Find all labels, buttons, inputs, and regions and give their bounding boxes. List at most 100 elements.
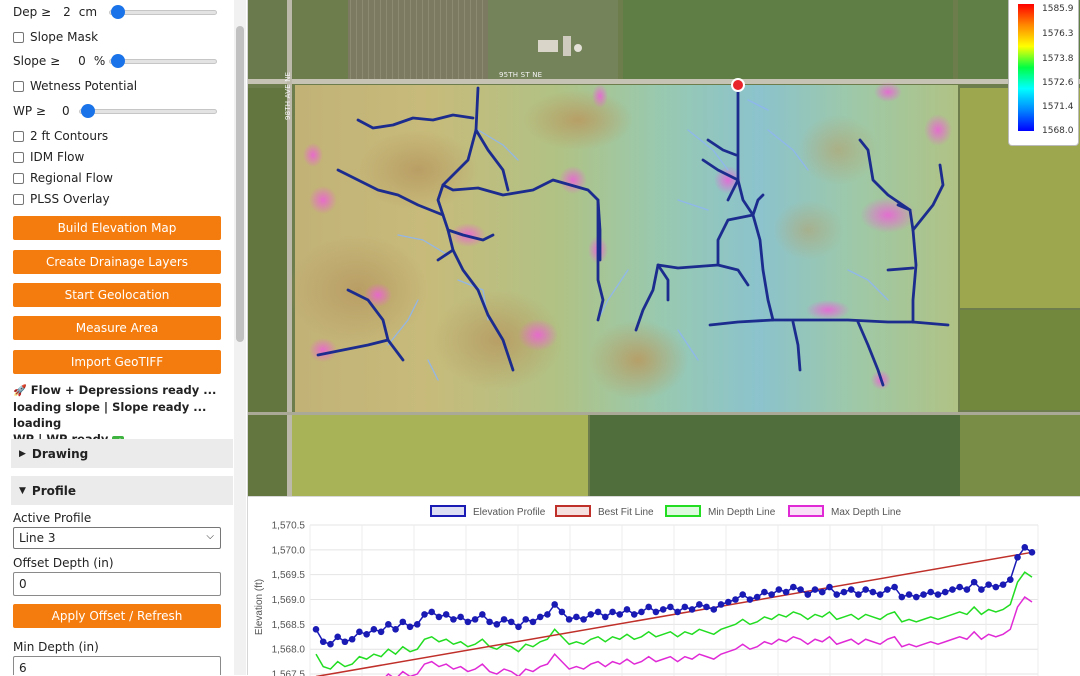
elevation-point[interactable] [956,584,963,591]
elevation-point[interactable] [443,611,450,618]
idm-flow-checkbox-row[interactable]: IDM Flow [13,148,84,166]
elevation-point[interactable] [349,636,356,643]
elevation-point[interactable] [392,626,399,633]
elevation-point[interactable] [848,586,855,593]
elevation-point[interactable] [783,589,790,596]
elevation-point[interactable] [508,619,515,626]
elevation-point[interactable] [884,586,891,593]
elevation-point[interactable] [877,591,884,598]
slope-mask-checkbox-row[interactable]: Slope Mask [13,28,98,46]
elevation-point[interactable] [718,601,725,608]
elevation-point[interactable] [949,586,956,593]
elevation-point[interactable] [870,589,877,596]
wetness-checkbox[interactable] [13,81,24,92]
elevation-point[interactable] [494,621,501,628]
elevation-point[interactable] [819,589,826,596]
elevation-point[interactable] [472,616,479,623]
build-elevation-map-button[interactable]: Build Elevation Map [13,216,221,240]
elevation-point[interactable] [428,609,435,616]
elevation-point[interactable] [747,596,754,603]
elevation-point[interactable] [710,606,717,613]
depth-slider-thumb[interactable] [111,5,125,19]
elevation-point[interactable] [399,619,406,626]
elevation-point[interactable] [942,589,949,596]
profile-section-header[interactable]: ▼ Profile [11,476,233,505]
elevation-point[interactable] [501,616,508,623]
active-profile-select[interactable]: Line 3 ⌵ [13,527,221,549]
offset-depth-input[interactable]: 0 [13,572,221,596]
depth-threshold-slider[interactable] [109,10,217,15]
slope-slider-thumb[interactable] [111,54,125,68]
wetness-checkbox-row[interactable]: Wetness Potential [13,77,137,95]
profile-start-marker[interactable] [732,79,744,91]
elevation-point[interactable] [790,584,797,591]
plss-checkbox[interactable] [13,194,24,205]
elevation-point[interactable] [804,591,811,598]
create-drainage-layers-button[interactable]: Create Drainage Layers [13,250,221,274]
idm-flow-checkbox[interactable] [13,152,24,163]
elevation-point[interactable] [732,596,739,603]
elevation-point[interactable] [385,621,392,628]
elevation-point[interactable] [363,631,370,638]
elevation-point[interactable] [515,624,522,631]
elevation-point[interactable] [913,594,920,601]
elevation-point[interactable] [479,611,486,618]
elevation-point[interactable] [450,616,457,623]
elevation-point[interactable] [855,591,862,598]
measure-area-button[interactable]: Measure Area [13,316,221,340]
elevation-point[interactable] [768,591,775,598]
elevation-point[interactable] [899,594,906,601]
elevation-point[interactable] [667,604,674,611]
elevation-point[interactable] [616,611,623,618]
sidebar-scrollbar-thumb[interactable] [236,26,244,342]
elevation-point[interactable] [530,619,537,626]
elevation-point[interactable] [725,599,732,606]
elevation-point[interactable] [421,611,428,618]
contours-checkbox-row[interactable]: 2 ft Contours [13,127,108,145]
elevation-point[interactable] [573,614,580,621]
elevation-point[interactable] [978,586,985,593]
regional-flow-checkbox[interactable] [13,173,24,184]
elevation-point[interactable] [1021,544,1028,551]
elevation-point[interactable] [559,609,566,616]
elevation-point[interactable] [906,591,913,598]
elevation-point[interactable] [342,638,349,645]
elevation-point[interactable] [378,629,385,636]
regional-flow-checkbox-row[interactable]: Regional Flow [13,169,113,187]
import-geotiff-button[interactable]: Import GeoTIFF [13,350,221,374]
elevation-point[interactable] [674,609,681,616]
elevation-point[interactable] [935,591,942,598]
elevation-point[interactable] [754,594,761,601]
slope-threshold-slider[interactable] [109,59,217,64]
elevation-point[interactable] [1014,554,1021,561]
elevation-point[interactable] [631,611,638,618]
map-canvas[interactable] [248,0,1080,496]
elevation-point[interactable] [891,584,898,591]
elevation-point[interactable] [609,609,616,616]
apply-offset-refresh-button[interactable]: Apply Offset / Refresh [13,604,221,628]
elevation-point[interactable] [457,614,464,621]
elevation-point[interactable] [682,604,689,611]
elevation-point[interactable] [841,589,848,596]
elevation-point[interactable] [414,621,421,628]
elevation-point[interactable] [588,611,595,618]
elevation-point[interactable] [1029,549,1036,556]
elevation-point[interactable] [1000,581,1007,588]
elevation-point[interactable] [327,641,334,648]
elevation-point[interactable] [371,626,378,633]
elevation-map[interactable]: 95TH ST NE 98TH AVE NE 1585.9 1576.3 157… [248,0,1080,496]
elevation-point[interactable] [1007,576,1014,583]
elevation-point[interactable] [624,606,631,613]
elevation-point[interactable] [703,604,710,611]
elevation-point[interactable] [537,614,544,621]
elevation-point[interactable] [971,579,978,586]
elevation-point[interactable] [964,586,971,593]
elevation-point[interactable] [797,586,804,593]
contours-checkbox[interactable] [13,131,24,142]
elevation-point[interactable] [522,616,529,623]
wp-slider-thumb[interactable] [81,104,95,118]
elevation-point[interactable] [551,601,558,608]
elevation-point[interactable] [826,584,833,591]
